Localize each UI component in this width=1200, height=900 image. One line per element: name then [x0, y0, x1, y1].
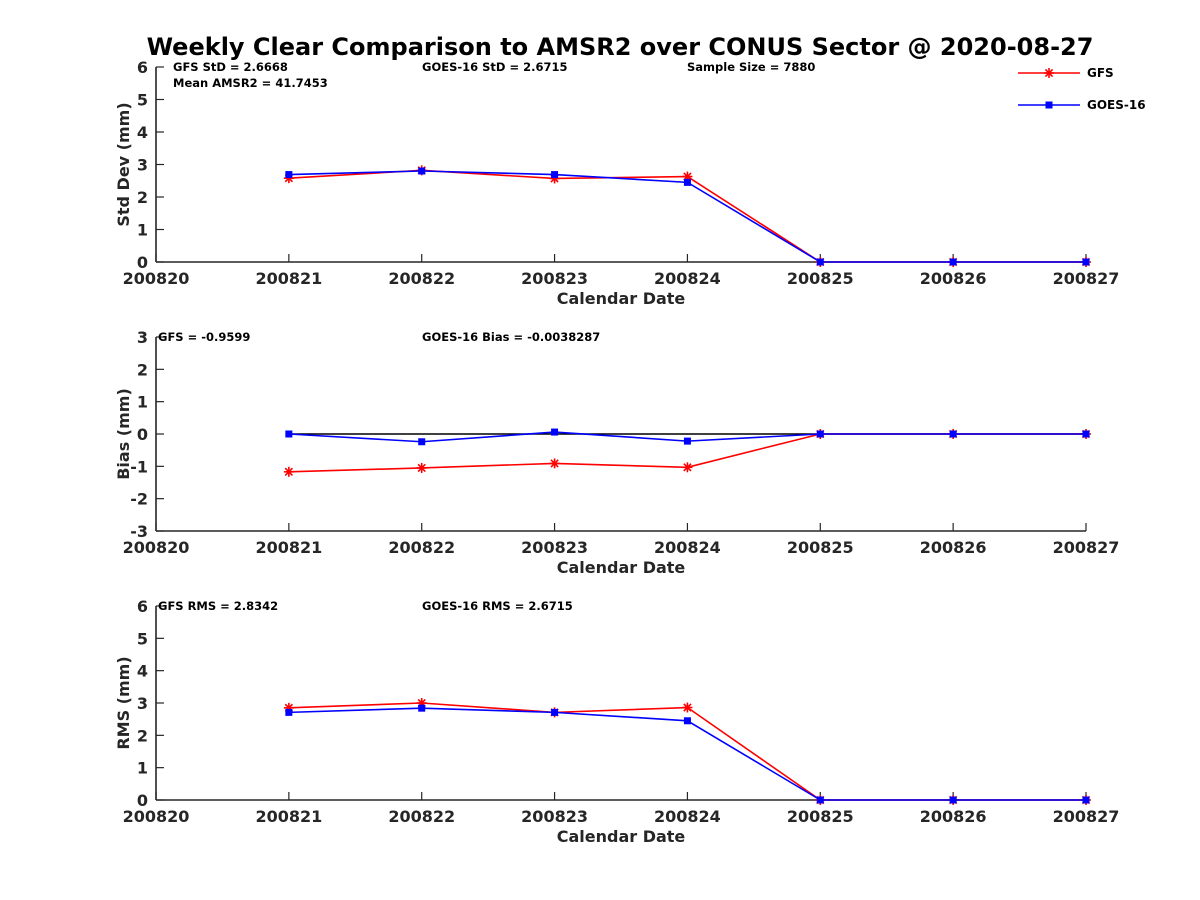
x-tick-label: 200827	[1053, 269, 1120, 288]
x-tick-label: 200821	[255, 269, 322, 288]
data-point-goes-16	[683, 717, 691, 725]
y-axis-label: Bias (mm)	[114, 388, 133, 480]
y-tick-label: 1	[137, 759, 148, 778]
figure-title: Weekly Clear Comparison to AMSR2 over CO…	[147, 33, 1094, 61]
data-point-gfs	[682, 462, 693, 473]
data-point-gfs	[283, 466, 294, 477]
y-tick-label: 1	[137, 221, 148, 240]
x-tick-label: 200823	[521, 538, 588, 557]
legend: GFS GOES-16	[1018, 66, 1146, 112]
data-point-gfs	[416, 462, 427, 473]
data-point-goes-16	[816, 796, 824, 804]
x-tick-label: 200822	[388, 538, 455, 557]
data-point-goes-16	[1082, 430, 1090, 438]
y-tick-label: 2	[137, 726, 148, 745]
y-tick-label: 3	[137, 156, 148, 175]
x-tick-label: 200824	[654, 269, 721, 288]
x-tick-label: 200823	[521, 807, 588, 826]
x-tick-label: 200827	[1053, 807, 1120, 826]
stat-annotation: GFS StD = 2.6668	[173, 60, 288, 74]
x-tick-label: 200820	[123, 269, 190, 288]
x-tick-label: 200825	[787, 807, 854, 826]
y-axis-label: RMS (mm)	[114, 656, 133, 749]
y-tick-label: 0	[137, 791, 148, 810]
y-tick-label: 4	[137, 662, 148, 681]
y-tick-label: 5	[137, 629, 148, 648]
data-point-goes-16	[683, 437, 691, 445]
data-point-goes-16	[285, 171, 293, 179]
data-point-goes-16	[949, 258, 957, 266]
data-point-goes-16	[1082, 258, 1090, 266]
data-point-gfs	[549, 458, 560, 469]
x-axis-label: Calendar Date	[557, 289, 686, 308]
x-tick-label: 200821	[255, 538, 322, 557]
y-tick-label: 5	[137, 91, 148, 110]
stat-annotation: GFS RMS = 2.8342	[158, 599, 278, 613]
data-point-goes-16	[683, 178, 691, 186]
panel-3: 0 1 2 3 4 5 6 200820 200821 200822 200823 200824 200…	[114, 597, 1119, 846]
y-tick-label: 1	[137, 393, 148, 412]
data-point-goes-16	[418, 438, 426, 446]
y-tick-label: 2	[137, 360, 148, 379]
x-tick-label: 200823	[521, 269, 588, 288]
x-tick-label: 200826	[920, 807, 987, 826]
data-point-goes-16	[551, 171, 559, 179]
stat-annotation: GFS = -0.9599	[158, 330, 250, 344]
y-tick-label: 0	[137, 253, 148, 272]
data-point-goes-16	[551, 708, 559, 716]
x-tick-label: 200825	[787, 269, 854, 288]
x-tick-label: 200825	[787, 538, 854, 557]
y-tick-label: -1	[130, 457, 148, 476]
x-tick-label: 200822	[388, 807, 455, 826]
x-tick-label: 200821	[255, 807, 322, 826]
x-axis-label: Calendar Date	[557, 558, 686, 577]
legend-marker-goes16-square-icon	[1045, 101, 1053, 109]
data-point-goes-16	[418, 167, 426, 175]
y-tick-label: 6	[137, 597, 148, 616]
legend-marker-gfs-star-icon	[1044, 68, 1054, 78]
y-tick-label: 2	[137, 188, 148, 207]
x-tick-label: 200827	[1053, 538, 1120, 557]
data-point-goes-16	[949, 796, 957, 804]
stat-annotation: GOES-16 StD = 2.6715	[422, 60, 567, 74]
data-point-goes-16	[1082, 796, 1090, 804]
y-tick-label: 3	[137, 328, 148, 347]
data-point-goes-16	[816, 258, 824, 266]
y-tick-label: -2	[130, 490, 148, 509]
x-tick-label: 200822	[388, 269, 455, 288]
x-tick-label: 200820	[123, 538, 190, 557]
x-tick-label: 200824	[654, 538, 721, 557]
y-tick-label: 4	[137, 123, 148, 142]
data-point-goes-16	[551, 428, 559, 436]
data-point-gfs	[682, 702, 693, 713]
y-tick-label: 0	[137, 425, 148, 444]
data-point-goes-16	[285, 708, 293, 716]
legend-label-goes16: GOES-16	[1087, 98, 1146, 112]
x-tick-label: 200820	[123, 807, 190, 826]
x-axis-label: Calendar Date	[557, 827, 686, 846]
x-tick-label: 200824	[654, 807, 721, 826]
panel-1: 0 1 2 3 4 5 6 200820 200821 200822 200823 200824 200…	[114, 58, 1119, 308]
stat-annotation: GOES-16 Bias = -0.0038287	[422, 330, 600, 344]
y-tick-label: -3	[130, 522, 148, 541]
stat-annotation: GOES-16 RMS = 2.6715	[422, 599, 573, 613]
data-point-goes-16	[949, 430, 957, 438]
y-tick-label: 3	[137, 694, 148, 713]
x-tick-label: 200826	[920, 538, 987, 557]
legend-label-gfs: GFS	[1087, 66, 1114, 80]
data-point-goes-16	[418, 704, 426, 712]
data-point-goes-16	[816, 430, 824, 438]
stat-annotation: Sample Size = 7880	[687, 60, 815, 74]
panel-2: -3 -2 -1 0 1 2 3 200820 200821 200822 200823 200824…	[114, 328, 1119, 577]
stat-annotation: Mean AMSR2 = 41.7453	[173, 76, 328, 90]
data-point-goes-16	[285, 430, 293, 438]
x-tick-label: 200826	[920, 269, 987, 288]
y-tick-label: 6	[137, 58, 148, 77]
y-axis-label: Std Dev (mm)	[114, 102, 133, 226]
